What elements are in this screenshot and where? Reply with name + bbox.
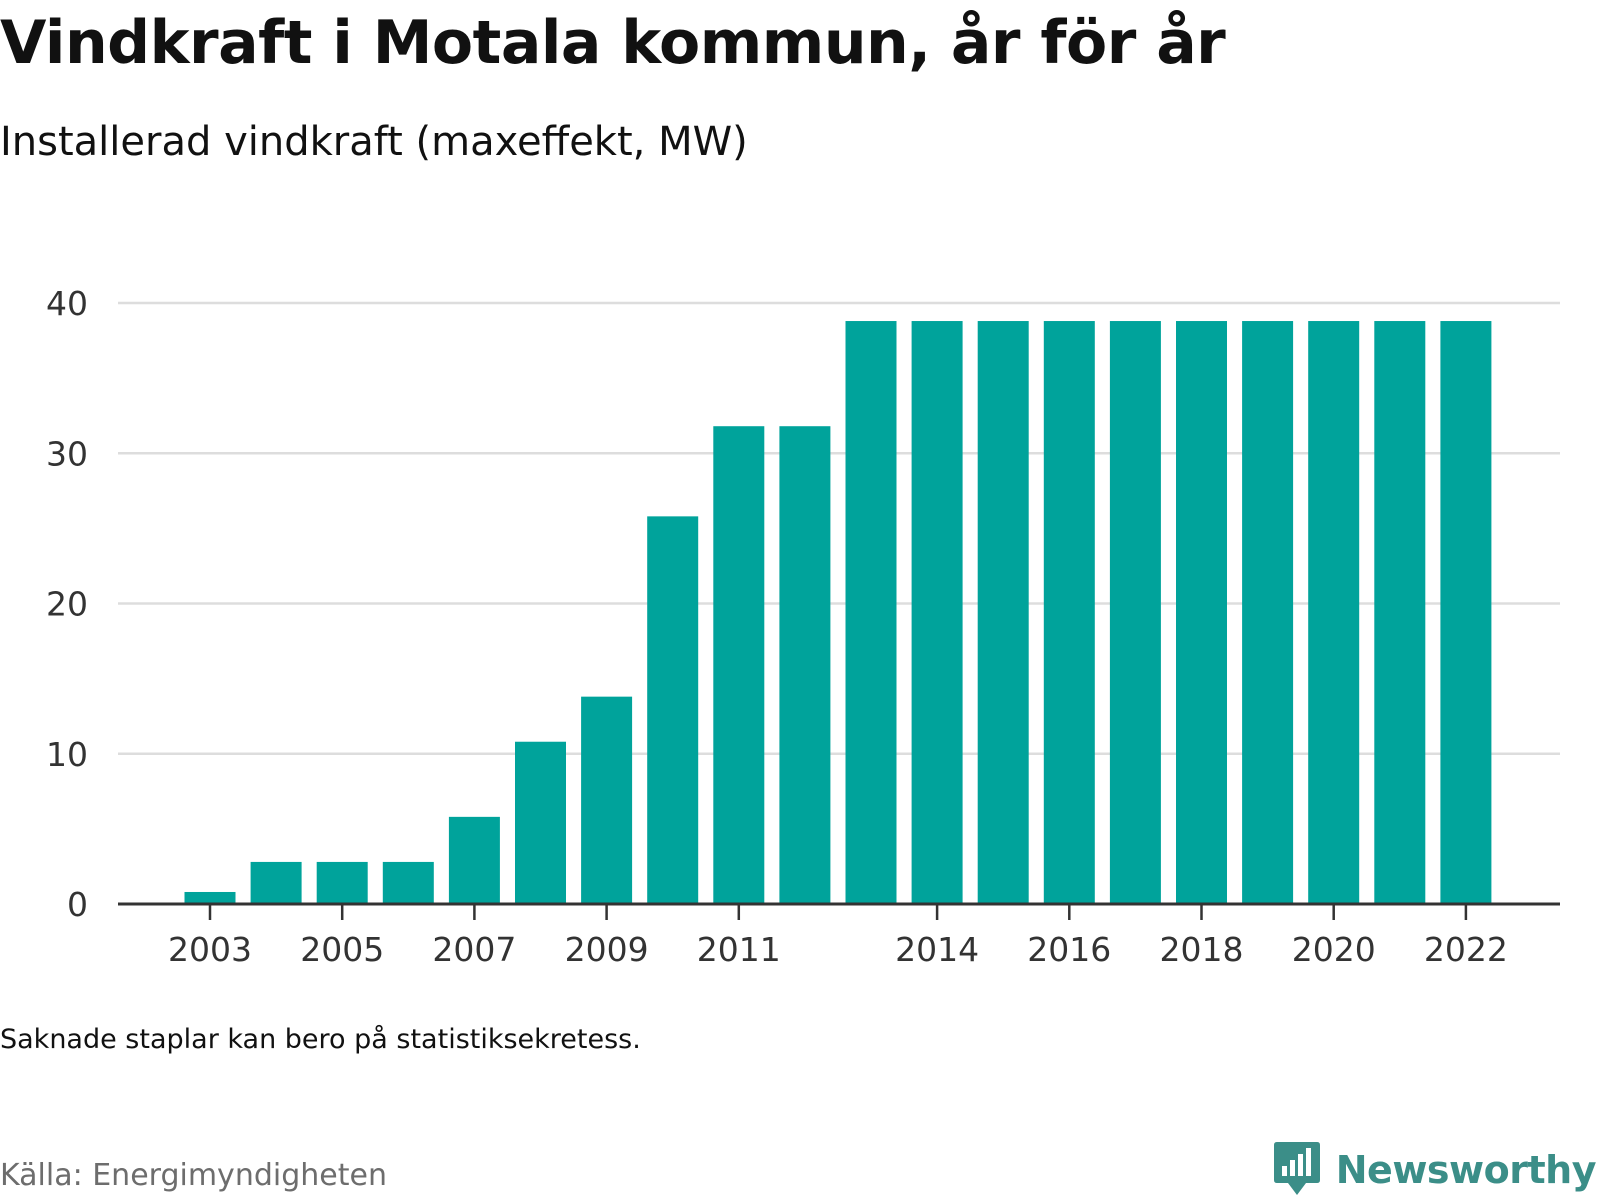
bar-2010	[647, 516, 699, 904]
y-tick-label: 0	[67, 885, 88, 924]
bar-2005	[316, 861, 368, 904]
bar-2017	[1109, 321, 1161, 904]
bar-2016	[1043, 321, 1095, 904]
y-axis-labels: 0 10 20 30 40	[46, 284, 88, 924]
bar-2022	[1440, 321, 1492, 904]
x-tick-label: 2009	[565, 930, 649, 969]
x-tick-label: 2016	[1027, 930, 1111, 969]
brand-logo: Newsworthy	[1272, 1140, 1597, 1200]
y-tick-label: 40	[46, 284, 88, 323]
x-tick-label: 2007	[432, 930, 516, 969]
x-tick-label: 2011	[697, 930, 781, 969]
bar-2020	[1308, 321, 1360, 904]
bar-2003	[184, 891, 236, 904]
x-axis	[118, 902, 1560, 920]
x-tick-label: 2022	[1424, 930, 1508, 969]
bar-2008	[515, 741, 566, 904]
source-credit: Källa: Energimyndigheten	[0, 1158, 387, 1193]
brand-name: Newsworthy	[1335, 1148, 1597, 1192]
bar-chart-speech-bubble-icon	[1273, 1142, 1320, 1195]
x-tick-label: 2005	[300, 930, 384, 969]
x-axis-labels: 2003 2005 2007 2009 2011 2014 2016 2018 2020 2022	[168, 930, 1508, 969]
x-tick-label: 2003	[168, 930, 252, 969]
bar-2015	[977, 321, 1029, 904]
x-tick-label: 2014	[895, 930, 979, 969]
y-tick-label: 10	[46, 735, 88, 774]
bar-2011	[713, 426, 765, 904]
x-tick-label: 2018	[1160, 930, 1244, 969]
y-tick-label: 30	[46, 434, 88, 473]
bar-2007	[448, 816, 500, 904]
bar-2019	[1242, 321, 1294, 904]
chart-subtitle: Installerad vindkraft (maxeffekt, MW)	[0, 119, 748, 165]
bar-2006	[382, 861, 434, 904]
bar-2021	[1374, 321, 1426, 904]
bar-2013	[845, 321, 897, 904]
bar-2009	[581, 696, 633, 904]
bar-2014	[911, 321, 963, 904]
y-tick-label: 20	[46, 585, 88, 624]
bar-2012	[779, 426, 831, 904]
footnote: Saknade staplar kan bero på statistiksek…	[0, 1024, 641, 1055]
bar-2018	[1176, 321, 1227, 904]
bars	[184, 321, 1492, 904]
x-tick-label: 2020	[1292, 930, 1376, 969]
chart-title: Vindkraft i Motala kommun, år för år	[0, 8, 1226, 78]
bar-2004	[250, 861, 302, 904]
